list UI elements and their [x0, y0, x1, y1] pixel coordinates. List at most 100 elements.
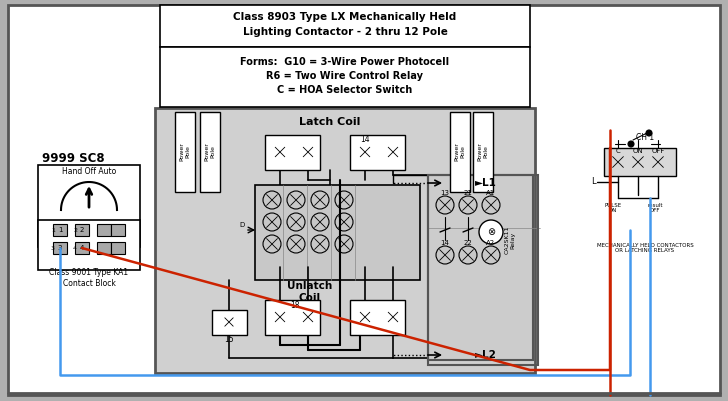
Bar	[350, 300, 405, 335]
Circle shape	[287, 191, 305, 209]
Circle shape	[459, 246, 477, 264]
Circle shape	[263, 235, 281, 253]
Bar	[212, 310, 247, 335]
Bar	[38, 165, 140, 247]
Circle shape	[482, 246, 500, 264]
Text: 1: 1	[58, 227, 63, 233]
Text: 21: 21	[464, 190, 472, 196]
Text: Class 8903 Type LX Mechanically Held: Class 8903 Type LX Mechanically Held	[234, 12, 456, 22]
Bar	[111, 242, 125, 254]
Circle shape	[272, 309, 288, 325]
Text: 9999 SC8: 9999 SC8	[41, 152, 104, 164]
Text: ON: ON	[633, 148, 644, 154]
Bar	[53, 242, 67, 254]
Text: Power
Pole: Power Pole	[205, 143, 215, 162]
Bar	[97, 224, 111, 236]
Bar	[200, 112, 220, 192]
Circle shape	[482, 196, 500, 214]
Circle shape	[272, 144, 288, 160]
Text: 13: 13	[440, 190, 449, 196]
Text: 3: 3	[58, 245, 63, 251]
Text: 2: 2	[80, 227, 84, 233]
Bar	[53, 224, 67, 236]
Circle shape	[385, 309, 401, 325]
Text: C: C	[616, 148, 620, 154]
Circle shape	[335, 191, 353, 209]
Text: MECHANICALLY HELD CONTACTORS
OR LATCHING RELAYS: MECHANICALLY HELD CONTACTORS OR LATCHING…	[597, 243, 693, 253]
Text: Power
Pole: Power Pole	[180, 143, 191, 162]
Text: Power
Pole: Power Pole	[478, 143, 488, 162]
Circle shape	[357, 309, 373, 325]
Bar	[604, 148, 676, 176]
Circle shape	[335, 213, 353, 231]
Text: CA2SK11
Relay: CA2SK11 Relay	[505, 226, 515, 254]
Text: 15: 15	[224, 336, 234, 344]
Circle shape	[385, 144, 401, 160]
Bar	[473, 112, 493, 192]
Text: R6 = Two Wire Control Relay: R6 = Two Wire Control Relay	[266, 71, 424, 81]
Circle shape	[609, 153, 627, 171]
Text: Latch Coil: Latch Coil	[299, 117, 360, 127]
Text: 3: 3	[51, 247, 55, 251]
Bar	[160, 5, 530, 47]
Bar	[38, 220, 140, 270]
Circle shape	[629, 153, 647, 171]
Text: ⊗: ⊗	[487, 227, 495, 237]
Bar	[255, 185, 420, 280]
Text: ►L2: ►L2	[475, 350, 497, 360]
Text: ►L1: ►L1	[475, 178, 497, 188]
Text: Lighting Contactor - 2 thru 12 Pole: Lighting Contactor - 2 thru 12 Pole	[242, 27, 448, 37]
Text: Power
Pole: Power Pole	[454, 143, 465, 162]
Bar	[428, 175, 538, 365]
Bar	[428, 175, 533, 360]
Circle shape	[222, 315, 236, 329]
Text: 18: 18	[290, 300, 300, 310]
Circle shape	[335, 235, 353, 253]
Bar	[111, 224, 125, 236]
Text: PULSE
ON: PULSE ON	[604, 203, 622, 213]
Text: CH 1: CH 1	[636, 132, 654, 142]
Circle shape	[436, 246, 454, 264]
Bar	[75, 224, 89, 236]
Bar	[265, 300, 320, 335]
Text: OFF: OFF	[652, 148, 665, 154]
Bar	[450, 112, 470, 192]
Text: 1: 1	[51, 229, 55, 233]
Circle shape	[628, 141, 634, 147]
Circle shape	[300, 309, 316, 325]
Text: Unlatch
Coil: Unlatch Coil	[288, 281, 333, 303]
Bar	[155, 108, 535, 373]
Circle shape	[263, 191, 281, 209]
Circle shape	[459, 196, 477, 214]
Text: 4: 4	[73, 247, 77, 251]
Circle shape	[311, 191, 329, 209]
Bar	[97, 242, 111, 254]
Text: 14: 14	[360, 136, 370, 144]
Text: Forms:  G10 = 3-Wire Power Photocell: Forms: G10 = 3-Wire Power Photocell	[240, 57, 450, 67]
Circle shape	[479, 220, 503, 244]
Circle shape	[436, 196, 454, 214]
Circle shape	[357, 144, 373, 160]
Circle shape	[646, 130, 652, 136]
Text: Hand Off Auto: Hand Off Auto	[62, 166, 116, 176]
Text: Class 9001 Type KA1
Contact Block: Class 9001 Type KA1 Contact Block	[50, 268, 129, 288]
Text: C = HOA Selector Switch: C = HOA Selector Switch	[277, 85, 413, 95]
Circle shape	[311, 235, 329, 253]
Text: D: D	[240, 222, 245, 228]
Text: result
OFF: result OFF	[647, 203, 662, 213]
Text: L: L	[591, 178, 596, 186]
Bar	[350, 135, 405, 170]
Text: A2: A2	[486, 240, 496, 246]
Text: 14: 14	[440, 240, 449, 246]
Bar	[265, 135, 320, 170]
Circle shape	[263, 213, 281, 231]
Text: 22: 22	[464, 240, 472, 246]
Circle shape	[287, 213, 305, 231]
Circle shape	[649, 153, 667, 171]
Text: 4: 4	[80, 245, 84, 251]
Text: A1: A1	[486, 190, 496, 196]
Circle shape	[300, 144, 316, 160]
Bar	[175, 112, 195, 192]
Bar	[75, 242, 89, 254]
Text: 2: 2	[73, 229, 77, 233]
